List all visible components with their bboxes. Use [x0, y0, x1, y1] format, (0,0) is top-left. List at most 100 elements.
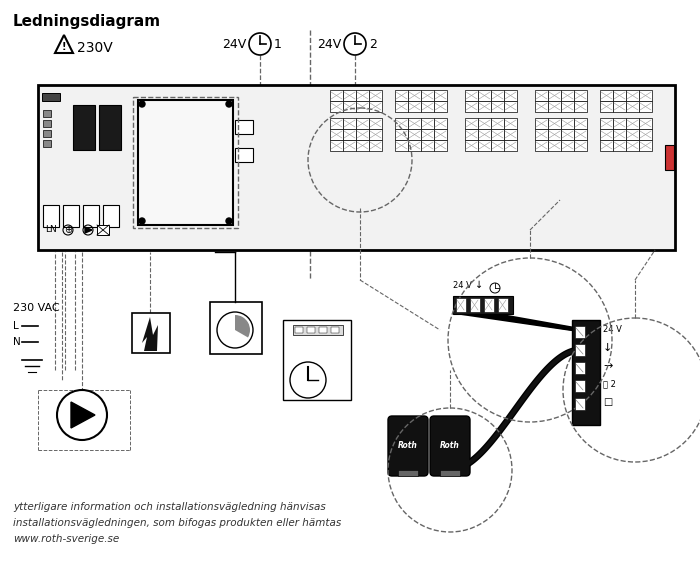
Bar: [343, 101, 356, 112]
Bar: [535, 90, 548, 101]
Bar: [38, 85, 675, 250]
Bar: [330, 90, 343, 101]
Bar: [600, 129, 613, 140]
FancyBboxPatch shape: [388, 416, 428, 476]
Text: www.roth-sverige.se: www.roth-sverige.se: [13, 534, 119, 544]
Bar: [331, 327, 339, 333]
Text: Ledningsdiagram: Ledningsdiagram: [13, 14, 161, 29]
Text: Roth: Roth: [440, 441, 460, 450]
Text: LN: LN: [45, 226, 57, 234]
Bar: [97, 225, 109, 235]
Bar: [626, 118, 639, 129]
Bar: [639, 101, 652, 112]
Bar: [395, 101, 408, 112]
Bar: [465, 101, 478, 112]
Bar: [561, 118, 574, 129]
Text: Roth: Roth: [311, 329, 327, 335]
Wedge shape: [235, 315, 250, 337]
Text: installationsvägledningen, som bifogas produkten eller hämtas: installationsvägledningen, som bifogas p…: [13, 518, 342, 528]
Bar: [421, 118, 434, 129]
Bar: [408, 118, 421, 129]
Bar: [504, 101, 517, 112]
Bar: [63, 205, 79, 227]
Circle shape: [290, 362, 326, 398]
Bar: [369, 90, 382, 101]
Bar: [330, 140, 343, 151]
Bar: [43, 130, 51, 137]
Text: ↓: ↓: [475, 280, 483, 290]
Bar: [408, 90, 421, 101]
Text: ⏰ 2: ⏰ 2: [603, 380, 616, 389]
Bar: [613, 101, 626, 112]
Circle shape: [139, 218, 145, 224]
Bar: [626, 129, 639, 140]
Bar: [574, 101, 587, 112]
Bar: [293, 325, 343, 335]
Bar: [478, 140, 491, 151]
Bar: [535, 118, 548, 129]
Text: 230V: 230V: [77, 41, 113, 55]
Text: L: L: [13, 321, 19, 331]
Bar: [665, 145, 674, 170]
Bar: [548, 101, 561, 112]
Bar: [235, 120, 253, 134]
Bar: [395, 140, 408, 151]
Bar: [561, 90, 574, 101]
Bar: [138, 100, 233, 225]
Bar: [465, 118, 478, 129]
Bar: [43, 110, 51, 117]
Bar: [421, 129, 434, 140]
Bar: [395, 129, 408, 140]
Bar: [356, 118, 369, 129]
Bar: [470, 298, 480, 312]
Bar: [535, 101, 548, 112]
Bar: [639, 140, 652, 151]
Text: ⊕: ⊕: [64, 225, 72, 235]
Circle shape: [139, 101, 145, 107]
Bar: [600, 90, 613, 101]
Bar: [639, 118, 652, 129]
Bar: [330, 129, 343, 140]
Bar: [491, 129, 504, 140]
Bar: [548, 129, 561, 140]
Bar: [504, 118, 517, 129]
Bar: [478, 90, 491, 101]
Bar: [369, 101, 382, 112]
Bar: [561, 101, 574, 112]
Bar: [73, 105, 95, 150]
Bar: [548, 90, 561, 101]
Bar: [600, 101, 613, 112]
Bar: [498, 298, 508, 312]
Bar: [398, 470, 418, 476]
Bar: [369, 118, 382, 129]
Bar: [369, 129, 382, 140]
Bar: [356, 90, 369, 101]
Text: 2: 2: [369, 38, 377, 51]
Bar: [575, 398, 585, 410]
Bar: [504, 140, 517, 151]
Bar: [330, 101, 343, 112]
Bar: [478, 101, 491, 112]
Circle shape: [217, 312, 253, 348]
Bar: [548, 140, 561, 151]
Text: !: !: [62, 42, 66, 52]
Bar: [295, 327, 303, 333]
Bar: [548, 118, 561, 129]
Bar: [613, 140, 626, 151]
Text: ytterligare information och installationsvägledning hänvisas: ytterligare information och installation…: [13, 502, 326, 512]
Bar: [343, 140, 356, 151]
Bar: [535, 129, 548, 140]
Bar: [43, 140, 51, 147]
Circle shape: [226, 218, 232, 224]
Bar: [491, 140, 504, 151]
Bar: [535, 140, 548, 151]
Circle shape: [226, 101, 232, 107]
Bar: [283, 320, 351, 400]
Text: Roth: Roth: [398, 441, 418, 450]
Text: 1: 1: [274, 38, 282, 51]
Bar: [343, 129, 356, 140]
Bar: [395, 118, 408, 129]
Bar: [484, 298, 494, 312]
Text: →: →: [603, 361, 612, 371]
Bar: [235, 148, 253, 162]
